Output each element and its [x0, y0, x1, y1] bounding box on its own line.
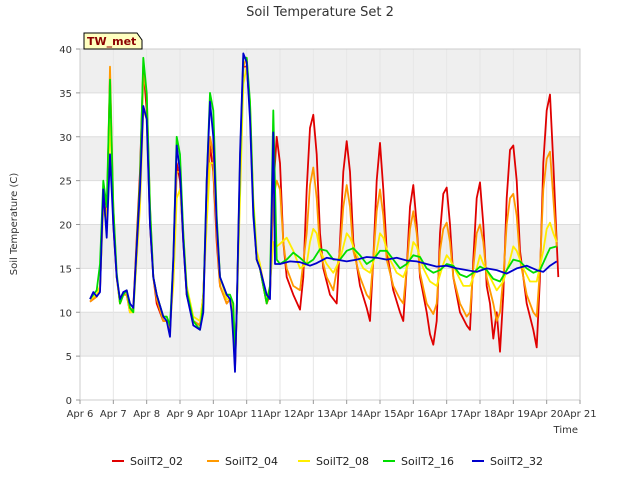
annotation-badge: TW_met [83, 32, 143, 50]
chart-title: Soil Temperature Set 2 [246, 5, 394, 20]
legend-item-SoilT2_16: SoilT2_16 [383, 455, 454, 468]
x-tick-label: Apr 9 [167, 409, 194, 420]
y-tick-label: 10 [59, 308, 72, 319]
x-axis-ticks: Apr 6 Apr 7 Apr 8 Apr 9 Apr 10 Apr 11 Apr 12 Ap… [67, 400, 597, 420]
legend-item-SoilT2_08: SoilT2_08 [298, 455, 369, 468]
x-tick-label: Apr 18 [463, 409, 496, 420]
series-layer [89, 52, 560, 373]
legend-label: SoilT2_04 [225, 455, 278, 468]
y-axis-ticks: 0 5 10 15 20 25 30 35 40 [59, 45, 80, 407]
legend-label: SoilT2_02 [130, 455, 183, 468]
x-tick-label: Apr 8 [133, 409, 160, 420]
x-tick-label: Apr 17 [430, 409, 463, 420]
x-tick-label: Apr 10 [197, 409, 230, 420]
y-tick-label: 25 [59, 177, 72, 188]
legend-label: SoilT2_32 [490, 455, 543, 468]
y-tick-label: 30 [59, 133, 72, 144]
x-tick-label: Apr 14 [330, 409, 363, 420]
x-tick-label: Apr 7 [100, 409, 127, 420]
grid-band [80, 312, 580, 357]
x-tick-label: Apr 6 [67, 409, 94, 420]
x-axis-title: Time [553, 425, 578, 436]
legend-label: SoilT2_16 [401, 455, 454, 468]
y-tick-label: 5 [66, 352, 72, 363]
y-tick-label: 20 [59, 221, 72, 232]
grid-band [80, 136, 580, 181]
x-tick-label: Apr 15 [363, 409, 396, 420]
x-tick-label: Apr 13 [297, 409, 330, 420]
x-tick-label: Apr 19 [497, 409, 530, 420]
annotation-badge-shape [83, 32, 143, 50]
y-tick-label: 35 [59, 89, 72, 100]
y-tick-label: 40 [59, 45, 72, 56]
legend-item-SoilT2_32: SoilT2_32 [472, 455, 543, 468]
x-tick-label: Apr 20 [530, 409, 563, 420]
series-line-SoilT2_32 [89, 52, 558, 373]
annotation-text: TW_met [87, 35, 136, 48]
x-tick-label: Apr 11 [230, 409, 263, 420]
x-tick-label: Apr 16 [397, 409, 430, 420]
grid-band [80, 224, 580, 269]
x-tick-label: Apr 12 [263, 409, 296, 420]
y-tick-label: 15 [59, 264, 72, 275]
grid-band [80, 49, 580, 93]
legend-item-SoilT2_04: SoilT2_04 [207, 455, 278, 468]
x-tick-label: Apr 21 [563, 409, 596, 420]
legend-label: SoilT2_08 [316, 455, 369, 468]
legend: SoilT2_02 SoilT2_04 SoilT2_08 SoilT2_16 Soil… [112, 455, 543, 468]
y-tick-label: 0 [66, 396, 72, 407]
legend-item-SoilT2_02: SoilT2_02 [112, 455, 183, 468]
y-axis-title: Soil Temperature (C) [9, 173, 20, 276]
